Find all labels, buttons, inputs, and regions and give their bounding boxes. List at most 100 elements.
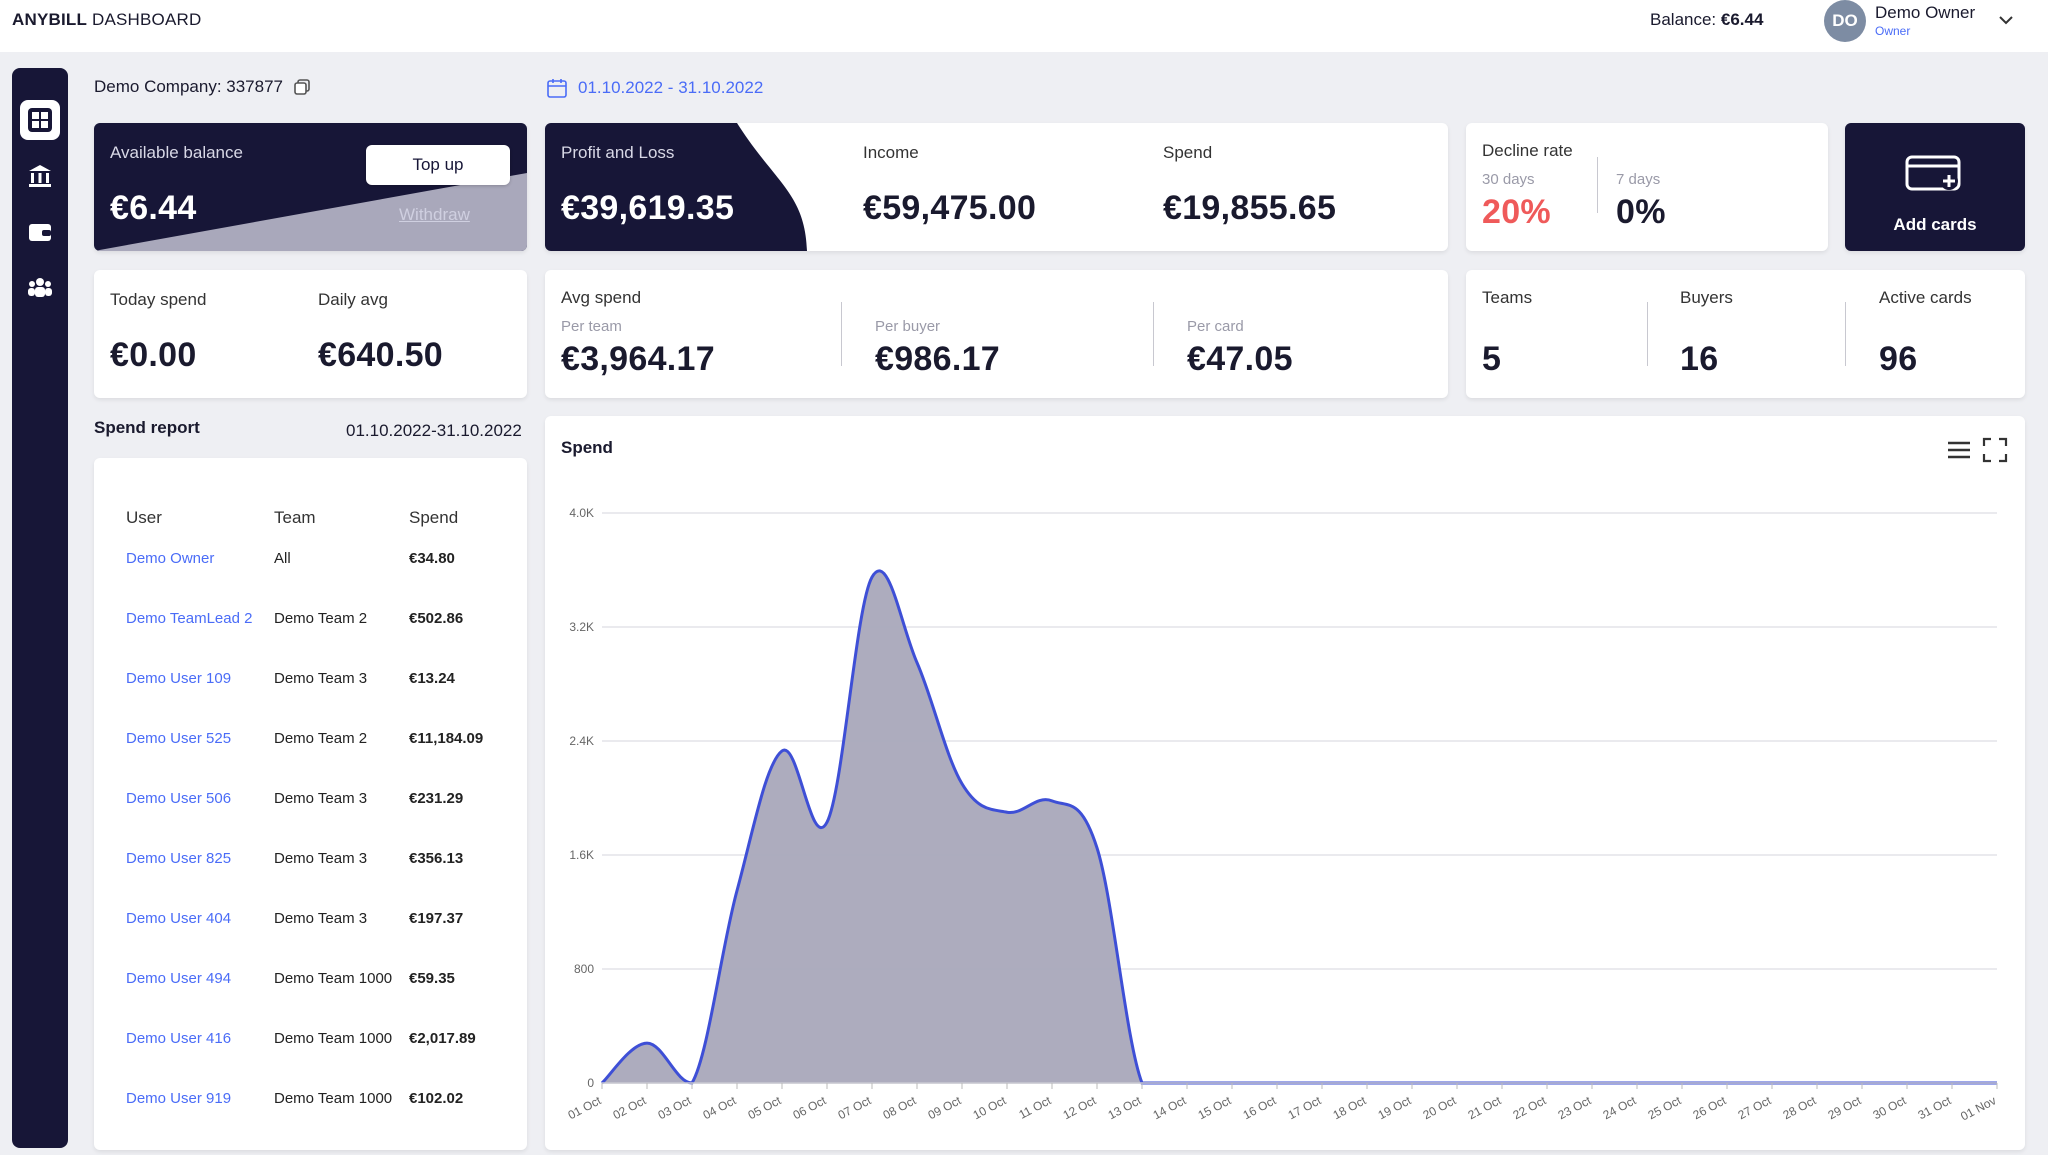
decline-label: Decline rate (1482, 141, 1573, 161)
x-tick-label: 15 Oct (1196, 1093, 1234, 1122)
balance-value: €6.44 (110, 189, 197, 228)
buyers-value: 16 (1680, 340, 1718, 379)
spend-cell: €231.29 (409, 788, 509, 848)
divider (1647, 302, 1648, 366)
x-tick-label: 11 Oct (1016, 1093, 1054, 1122)
sidebar-item-teams[interactable] (20, 268, 60, 308)
sidebar-item-dashboard[interactable] (20, 100, 60, 140)
x-tick-label: 31 Oct (1916, 1093, 1954, 1122)
x-tick-label: 13 Oct (1106, 1093, 1144, 1122)
user-link[interactable]: Demo User 825 (126, 848, 274, 908)
user-name[interactable]: Demo Owner (1875, 3, 1975, 23)
x-tick-label: 25 Oct (1646, 1093, 1684, 1122)
table-row: Demo User 494 Demo Team 1000 €59.35 (126, 968, 509, 1028)
withdraw-link[interactable]: Withdraw (399, 205, 470, 225)
table-row: Demo User 109 Demo Team 3 €13.24 (126, 668, 509, 728)
decline-30d-value: 20% (1482, 193, 1551, 232)
x-tick-label: 19 Oct (1376, 1093, 1414, 1122)
per-buyer-value: €986.17 (875, 340, 1000, 379)
user-link[interactable]: Demo TeamLead 2 (126, 608, 274, 668)
x-tick-label: 28 Oct (1781, 1093, 1819, 1122)
x-tick-label: 01 Oct (566, 1093, 604, 1122)
sidebar-item-bank[interactable] (20, 156, 60, 196)
spend-cell: €2,017.89 (409, 1028, 509, 1088)
team-cell: Demo Team 3 (274, 788, 409, 848)
active-cards-value: 96 (1879, 340, 1917, 379)
x-tick-label: 07 Oct (836, 1093, 874, 1122)
brand-bold: ANYBILL (12, 10, 87, 29)
header-balance-value: €6.44 (1721, 10, 1764, 29)
app-brand[interactable]: ANYBILL DASHBOARD (12, 10, 201, 30)
y-tick-label: 2.4K (569, 734, 594, 748)
spend-cell: €34.80 (409, 548, 509, 608)
per-card-label: Per card (1187, 318, 1244, 335)
date-range-text: 01.10.2022 - 31.10.2022 (578, 78, 763, 98)
spend-cell: €502.86 (409, 608, 509, 668)
top-bar: ANYBILL DASHBOARD Balance: €6.44 DO Demo… (0, 0, 2048, 52)
x-tick-label: 04 Oct (701, 1093, 739, 1122)
per-card-value: €47.05 (1187, 340, 1293, 379)
user-link[interactable]: Demo User 506 (126, 788, 274, 848)
x-tick-label: 10 Oct (971, 1093, 1009, 1122)
x-tick-label: 12 Oct (1061, 1093, 1099, 1122)
per-team-value: €3,964.17 (561, 340, 715, 379)
date-range-picker[interactable]: 01.10.2022 - 31.10.2022 (546, 77, 763, 99)
daily-avg-label: Daily avg (318, 290, 388, 310)
user-role: Owner (1875, 24, 1910, 38)
column-header-team[interactable]: Team (274, 508, 409, 548)
chevron-down-icon[interactable] (1996, 10, 2016, 30)
x-tick-label: 20 Oct (1421, 1093, 1459, 1122)
x-tick-label: 03 Oct (656, 1093, 694, 1122)
x-tick-label: 06 Oct (791, 1093, 829, 1122)
table-row: Demo User 525 Demo Team 2 €11,184.09 (126, 728, 509, 788)
income-value: €59,475.00 (863, 189, 1036, 228)
profit-loss-card: Profit and Loss €39,619.35 Income €59,47… (545, 123, 1448, 251)
divider (1845, 302, 1846, 366)
table-row: Demo User 416 Demo Team 1000 €2,017.89 (126, 1028, 509, 1088)
divider (1153, 302, 1154, 366)
user-link[interactable]: Demo User 109 (126, 668, 274, 728)
spend-report-title: Spend report (94, 418, 200, 438)
company-name: Demo Company: 337877 (94, 77, 283, 97)
column-header-spend[interactable]: Spend (409, 508, 509, 548)
user-link[interactable]: Demo User 494 (126, 968, 274, 1028)
x-tick-label: 02 Oct (611, 1093, 649, 1122)
x-tick-label: 23 Oct (1556, 1093, 1594, 1122)
decline-7d-label: 7 days (1616, 171, 1660, 188)
balance-label: Available balance (110, 143, 243, 163)
table-row: Demo Owner All €34.80 (126, 548, 509, 608)
x-tick-label: 05 Oct (746, 1093, 784, 1122)
team-cell: Demo Team 1000 (274, 1028, 409, 1088)
user-link[interactable]: Demo User 525 (126, 728, 274, 788)
bank-icon (27, 163, 53, 189)
counts-card: Teams 5 Buyers 16 Active cards 96 (1466, 270, 2025, 398)
user-link[interactable]: Demo User 404 (126, 908, 274, 968)
user-link[interactable]: Demo User 416 (126, 1028, 274, 1088)
column-header-user[interactable]: User (126, 508, 274, 548)
calendar-icon (546, 77, 568, 99)
copy-icon[interactable] (293, 78, 311, 96)
spend-chart-card: Spend 0 800 1.6K 2.4K 3.2K 4.0K 01 Oct 02 Oct 03… (545, 416, 2025, 1150)
top-up-button[interactable]: Top up (366, 145, 510, 185)
add-card-icon (1905, 151, 1965, 195)
y-tick-label: 4.0K (569, 506, 594, 520)
add-cards-label: Add cards (1845, 215, 2025, 235)
today-spend-label: Today spend (110, 290, 206, 310)
spend-cell: €102.02 (409, 1088, 509, 1148)
x-tick-label: 27 Oct (1736, 1093, 1774, 1122)
x-tick-label: 30 Oct (1871, 1093, 1909, 1122)
wallet-icon (27, 219, 53, 245)
avatar[interactable]: DO (1824, 0, 1866, 42)
team-cell: Demo Team 2 (274, 608, 409, 668)
user-link[interactable]: Demo User 919 (126, 1088, 274, 1148)
table-row: Demo TeamLead 2 Demo Team 2 €502.86 (126, 608, 509, 668)
user-link[interactable]: Demo Owner (126, 548, 274, 608)
y-tick-label: 3.2K (569, 620, 594, 634)
spend-area (602, 571, 1997, 1083)
table-row: Demo User 404 Demo Team 3 €197.37 (126, 908, 509, 968)
company-selector: Demo Company: 337877 (94, 77, 311, 97)
dashboard-icon (26, 106, 54, 134)
header-balance: Balance: €6.44 (1650, 10, 1763, 30)
sidebar-item-wallet[interactable] (20, 212, 60, 252)
add-cards-button[interactable]: Add cards (1845, 123, 2025, 251)
